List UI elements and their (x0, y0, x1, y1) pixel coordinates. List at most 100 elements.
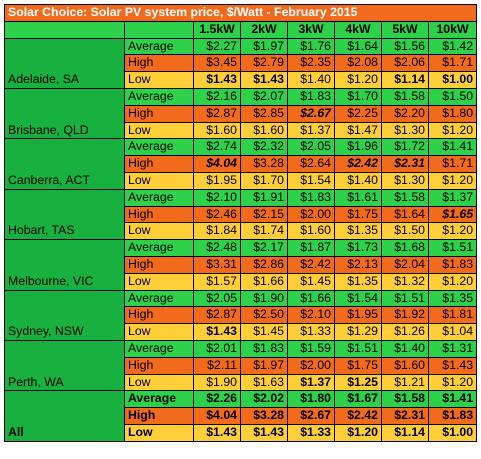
price-cell: $1.30 (381, 121, 429, 140)
city-label: Melbourne, VIC (4, 239, 125, 291)
city-label: Perth, WA (4, 339, 125, 392)
city-label: Hobart, TAS (4, 188, 125, 241)
row-type-label: High (124, 356, 194, 375)
price-cell: $1.84 (193, 222, 241, 241)
price-cell: $1.64 (334, 37, 382, 56)
price-cell: $1.83 (427, 255, 478, 274)
price-cell: $1.58 (381, 87, 429, 106)
price-cell: $2.10 (193, 188, 241, 207)
table-row: High $3.45 $2.79 $2.35 $2.08 $2.06 $1.71 (5, 54, 478, 73)
price-cell: $1.71 (427, 155, 478, 173)
price-cell: $1.59 (287, 339, 335, 358)
price-cell: $1.63 (240, 373, 288, 392)
price-cell: $1.90 (193, 373, 241, 392)
table-row: High $2.46 $2.15 $2.00 $1.75 $1.64 $1.65 (5, 205, 478, 224)
row-type-label: Average (124, 188, 194, 207)
price-cell: $4.04 (193, 155, 241, 173)
price-cell: $1.58 (381, 390, 429, 409)
price-cell: $1.20 (427, 272, 478, 291)
row-type-label: High (124, 104, 194, 123)
price-cell: $1.20 (427, 222, 478, 241)
table-row: Low $1.95 $1.70 $1.54 $1.40 $1.30 $1.20 (5, 171, 478, 190)
price-cell: $1.20 (427, 121, 478, 140)
price-cell: $1.51 (334, 339, 382, 358)
price-cell: $2.67 (287, 104, 335, 123)
price-cell: $1.70 (334, 87, 382, 106)
price-cell: $2.67 (287, 407, 335, 425)
price-cell: $1.74 (240, 222, 288, 241)
table-row: Low $1.84 $1.74 $1.60 $1.35 $1.50 $1.20 (5, 222, 478, 241)
price-cell: $1.97 (240, 37, 288, 56)
price-cell: $1.43 (193, 323, 241, 341)
price-cell: $2.79 (240, 54, 288, 73)
price-cell: $1.60 (193, 121, 241, 140)
price-cell: $1.60 (287, 222, 335, 241)
price-cell: $1.41 (427, 390, 478, 409)
table-row: High $4.04 $3.28 $2.67 $2.42 $2.31 $1.83 (5, 407, 478, 425)
city-label: All (4, 390, 125, 442)
price-cell: $1.70 (240, 171, 288, 190)
price-cell: $1.75 (334, 205, 382, 224)
price-cell: $2.13 (334, 255, 382, 274)
price-cell: $1.71 (427, 54, 478, 73)
column-header: 5kW (381, 20, 429, 39)
price-cell: $1.90 (240, 289, 288, 308)
row-type-label: Average (124, 390, 194, 409)
header-row: 1.5kW 2kW 3kW 4kW 5kW 10kW (4, 20, 478, 39)
price-cell: $2.00 (287, 356, 335, 375)
row-type-label: Low (124, 71, 194, 89)
price-cell: $2.74 (193, 138, 241, 157)
price-cell: $1.80 (287, 390, 335, 409)
price-cell: $1.35 (334, 222, 382, 241)
price-cell: $1.76 (287, 37, 335, 56)
table-row: Adelaide, SA Average $2.27 $1.97 $1.76 $1.64 $… (4, 37, 478, 89)
row-type-label: Average (124, 339, 194, 358)
solar-price-table: Solar Choice: Solar PV system price, $/W… (3, 4, 478, 442)
price-cell: $1.37 (427, 188, 478, 207)
price-cell: $1.95 (193, 171, 241, 190)
price-cell: $1.57 (193, 272, 241, 291)
price-cell: $1.60 (240, 121, 288, 140)
row-type-label: Low (124, 373, 194, 392)
table-row: Perth, WA Average $2.01 $1.83 $1.59 $1.51 $1.4… (4, 339, 478, 392)
row-type-label: Average (124, 87, 194, 106)
row-type-label: Low (124, 323, 194, 341)
price-cell: $1.41 (427, 138, 478, 157)
price-cell: $1.51 (427, 239, 478, 257)
row-type-label: Low (124, 272, 194, 291)
price-cell: $1.87 (287, 239, 335, 257)
price-cell: $2.20 (381, 104, 429, 123)
price-cell: $1.43 (193, 423, 241, 442)
price-cell: $1.56 (381, 37, 429, 56)
table-row: Canberra, ACT Average $2.74 $2.32 $2.05 $1.96… (4, 138, 478, 190)
price-cell: $2.17 (240, 239, 288, 257)
header-corner (4, 20, 125, 39)
price-cell: $2.07 (240, 87, 288, 106)
price-cell: $1.31 (427, 339, 478, 358)
column-header: 2kW (240, 20, 288, 39)
row-type-label: Low (124, 222, 194, 241)
price-cell: $2.25 (334, 104, 382, 123)
price-cell: $2.64 (287, 155, 335, 173)
price-cell: $1.20 (427, 373, 478, 392)
price-cell: $1.50 (427, 87, 478, 106)
price-cell: $1.40 (287, 71, 335, 89)
price-cell: $1.43 (193, 71, 241, 89)
price-cell: $1.47 (334, 121, 382, 140)
price-cell: $2.86 (240, 255, 288, 274)
price-cell: $1.29 (334, 323, 382, 341)
row-type-label: High (124, 407, 194, 425)
price-cell: $1.21 (381, 373, 429, 392)
table-row: Melbourne, VIC Average $2.48 $2.17 $1.87 $1.7… (4, 239, 478, 291)
price-cell: $2.11 (193, 356, 241, 375)
table-row: Low $1.57 $1.66 $1.45 $1.35 $1.32 $1.20 (5, 272, 478, 291)
price-cell: $1.83 (287, 188, 335, 207)
price-cell: $2.32 (240, 138, 288, 157)
price-cell: $1.20 (334, 71, 382, 89)
price-cell: $3.45 (193, 54, 241, 73)
price-cell: $1.33 (287, 323, 335, 341)
table-row: High $2.11 $1.97 $2.00 $1.75 $1.60 $1.43 (5, 356, 478, 375)
price-cell: $2.15 (240, 205, 288, 224)
price-cell: $1.58 (381, 188, 429, 207)
price-cell: $2.05 (287, 138, 335, 157)
